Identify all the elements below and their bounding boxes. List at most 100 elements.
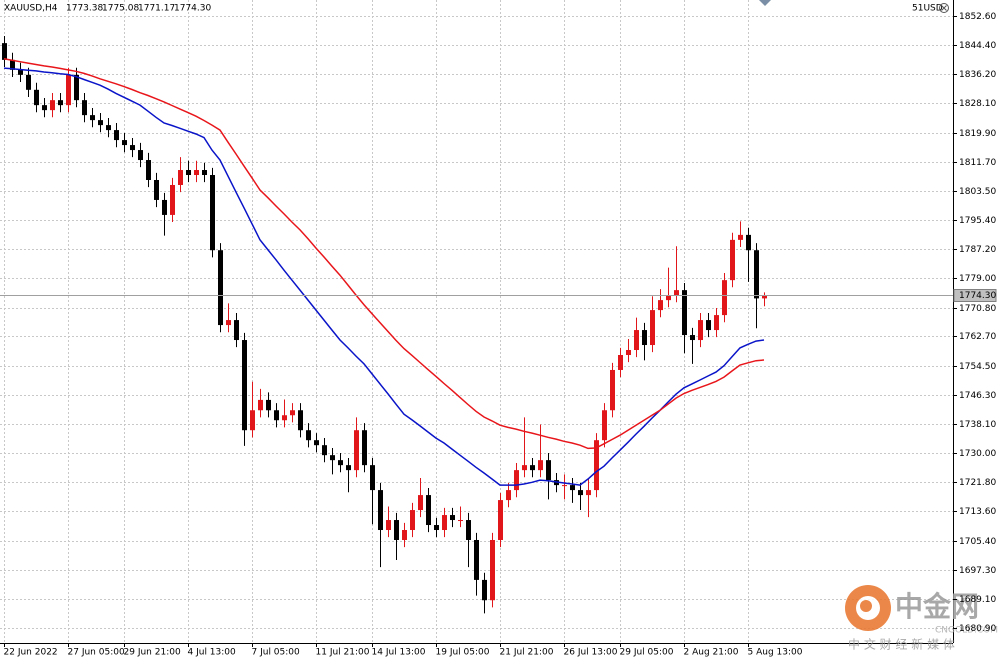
candle-body: [186, 170, 191, 176]
watermark-site: CNGOLD.COM: [935, 626, 998, 636]
candle-body: [274, 410, 279, 421]
candle-body: [634, 330, 639, 351]
candle-body: [346, 465, 351, 471]
candle-body: [754, 250, 759, 299]
y-tick-label: 1738.10: [959, 420, 996, 430]
y-tick-label: 1689.10: [959, 595, 996, 605]
candle-body: [322, 445, 327, 456]
candle-body: [82, 100, 87, 116]
x-tick-label: 19 Jul 05:00: [436, 648, 490, 658]
moving-average: [3, 58, 765, 450]
candle-body: [506, 490, 511, 501]
candle-body: [314, 440, 319, 446]
y-tick-label: 1779.00: [959, 274, 996, 284]
candle-body: [162, 199, 167, 215]
close-icon[interactable]: [939, 3, 949, 13]
candle-body: [618, 355, 623, 370]
y-tick-label: 1713.60: [959, 507, 996, 517]
candle-body: [698, 320, 703, 341]
candle-body: [250, 410, 255, 431]
candle-body: [210, 175, 215, 251]
candle-body: [562, 485, 567, 487]
candle-body: [394, 520, 399, 540]
candle-body: [194, 170, 199, 176]
candle-body: [434, 525, 439, 531]
candle-body: [338, 460, 343, 466]
x-tick-label: 26 Jul 13:00: [564, 648, 618, 658]
y-tick-label: 1787.20: [959, 245, 996, 255]
current-price-label: 1774.30: [959, 291, 996, 301]
x-tick-label: 11 Jul 21:00: [316, 648, 370, 658]
candle-body: [442, 515, 447, 531]
watermark-slogan: 中 文 财 经 新 媒 体: [848, 637, 955, 652]
y-tick-label: 1705.40: [959, 537, 996, 547]
candle-body: [218, 250, 223, 326]
candle-body: [74, 74, 79, 101]
x-tick-label: 22 Jun 2022: [4, 648, 58, 658]
candle-body: [642, 330, 647, 346]
candle-body: [266, 399, 271, 411]
y-tick-label: 1746.30: [959, 391, 996, 401]
moving-average: [3, 67, 765, 486]
candle-body: [498, 500, 503, 540]
candle-body: [154, 179, 159, 200]
candle-body: [234, 320, 239, 341]
plot: [2, 35, 767, 614]
y-tick-label: 1811.70: [959, 158, 996, 168]
candle-body: [658, 300, 663, 311]
y-tick-label: 1762.70: [959, 332, 996, 342]
candle-body: [482, 579, 487, 601]
x-tick-label: 7 Jul 05:00: [252, 648, 301, 658]
candle-body: [458, 520, 463, 522]
candle-body: [722, 280, 727, 316]
candle-body: [514, 470, 519, 491]
candle-body: [690, 335, 695, 341]
y-tick-label: 1852.60: [959, 12, 996, 22]
candle-body: [330, 455, 335, 461]
candle-body: [602, 410, 607, 441]
candle-body: [626, 350, 631, 356]
candle-body: [530, 465, 535, 471]
y-tick-label: 1836.20: [959, 70, 996, 80]
candle-body: [226, 320, 231, 326]
close-cross[interactable]: [941, 5, 947, 11]
candle-body: [682, 290, 687, 336]
y-tick-label: 1721.80: [959, 478, 996, 488]
candle-body: [570, 485, 575, 491]
candle-body: [410, 510, 415, 531]
candle-body: [306, 430, 311, 441]
header-low: 1771.17: [138, 4, 175, 14]
y-tick-label: 1828.10: [959, 99, 996, 109]
candle-body: [546, 460, 551, 481]
candle-body: [170, 184, 175, 215]
candle-body: [26, 74, 31, 90]
x-tick-label: 5 Aug 13:00: [748, 648, 803, 658]
account: 51USD: [912, 4, 943, 14]
candle-body: [202, 170, 207, 176]
candle-body: [386, 520, 391, 531]
candle-body: [2, 43, 7, 60]
candle-body: [650, 310, 655, 346]
candle-body: [426, 495, 431, 526]
candle-body: [594, 440, 599, 491]
x-tick-label: 2 Aug 21:00: [684, 648, 739, 658]
current-price-box: [953, 289, 997, 302]
header-open: 1773.38: [66, 4, 103, 14]
y-tick-label: 1795.40: [959, 216, 996, 226]
candle-body: [674, 290, 679, 296]
candle-body: [258, 399, 263, 411]
candle-body: [490, 539, 495, 601]
candle-body: [50, 100, 55, 111]
candle-body: [138, 150, 143, 161]
symbol: XAUUSD,H4: [4, 4, 58, 14]
candle-body: [282, 415, 287, 421]
logo-dot: [860, 600, 872, 612]
close-button[interactable]: [939, 3, 949, 13]
candle-body: [578, 490, 583, 496]
header-close: 1774.30: [174, 4, 211, 14]
candle-body: [354, 430, 359, 471]
candle-body: [762, 295, 767, 299]
candle-body: [290, 410, 295, 416]
candle-body: [58, 100, 63, 106]
